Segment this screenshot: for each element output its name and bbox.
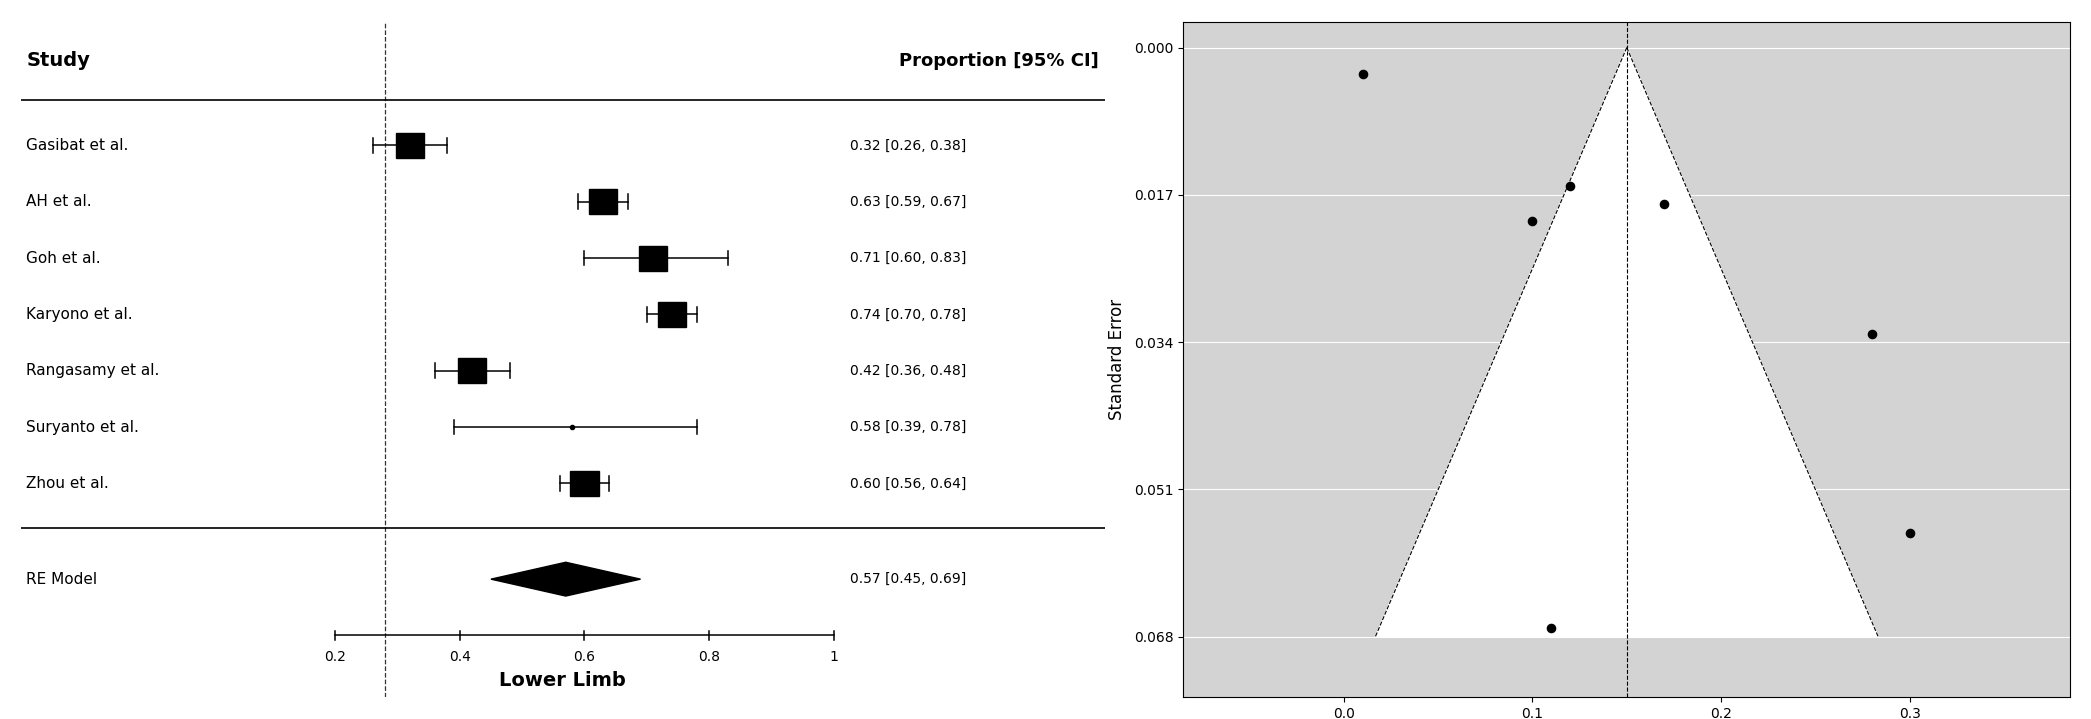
Text: Karyono et al.: Karyono et al.	[27, 307, 134, 322]
Text: 0.57 [0.45, 0.69]: 0.57 [0.45, 0.69]	[849, 572, 966, 586]
Text: Suryanto et al.: Suryanto et al.	[27, 420, 140, 434]
Bar	[640, 246, 667, 270]
Text: 0.60 [0.56, 0.64]: 0.60 [0.56, 0.64]	[849, 477, 966, 490]
Text: 0.4: 0.4	[450, 649, 470, 664]
Point	[1516, 215, 1549, 226]
Text: 0.74 [0.70, 0.78]: 0.74 [0.70, 0.78]	[849, 308, 966, 321]
Polygon shape	[1376, 47, 1878, 637]
Text: Gasibat et al.: Gasibat et al.	[27, 138, 130, 153]
Bar	[458, 358, 487, 383]
Text: 1: 1	[830, 649, 838, 664]
Text: AH et al.: AH et al.	[27, 194, 92, 209]
Point	[1648, 198, 1681, 209]
Bar	[590, 189, 617, 214]
Point	[1892, 527, 1926, 539]
Y-axis label: Standard Error: Standard Error	[1108, 299, 1125, 420]
Text: Proportion [95% CI]: Proportion [95% CI]	[899, 52, 1100, 70]
Text: Study: Study	[27, 52, 90, 70]
Bar	[571, 471, 598, 496]
Text: 0.8: 0.8	[698, 649, 719, 664]
Text: Goh et al.: Goh et al.	[27, 251, 100, 265]
Bar	[657, 302, 686, 327]
Text: RE Model: RE Model	[27, 572, 98, 587]
Text: 0.58 [0.39, 0.78]: 0.58 [0.39, 0.78]	[849, 420, 966, 434]
Text: Rangasamy et al.: Rangasamy et al.	[27, 363, 159, 378]
Point	[1855, 328, 1888, 339]
Text: 0.63 [0.59, 0.67]: 0.63 [0.59, 0.67]	[849, 195, 966, 209]
Polygon shape	[491, 562, 640, 596]
Bar	[395, 133, 424, 158]
Text: 0.42 [0.36, 0.48]: 0.42 [0.36, 0.48]	[849, 364, 966, 377]
Text: 0.6: 0.6	[573, 649, 596, 664]
Text: 0.2: 0.2	[324, 649, 347, 664]
Point	[1554, 180, 1587, 192]
Text: Lower Limb: Lower Limb	[500, 671, 625, 690]
Point	[1347, 68, 1380, 79]
Text: 0.32 [0.26, 0.38]: 0.32 [0.26, 0.38]	[849, 139, 966, 152]
Text: 0.71 [0.60, 0.83]: 0.71 [0.60, 0.83]	[849, 251, 966, 265]
Point	[1535, 623, 1568, 634]
Text: Zhou et al.: Zhou et al.	[27, 476, 109, 491]
